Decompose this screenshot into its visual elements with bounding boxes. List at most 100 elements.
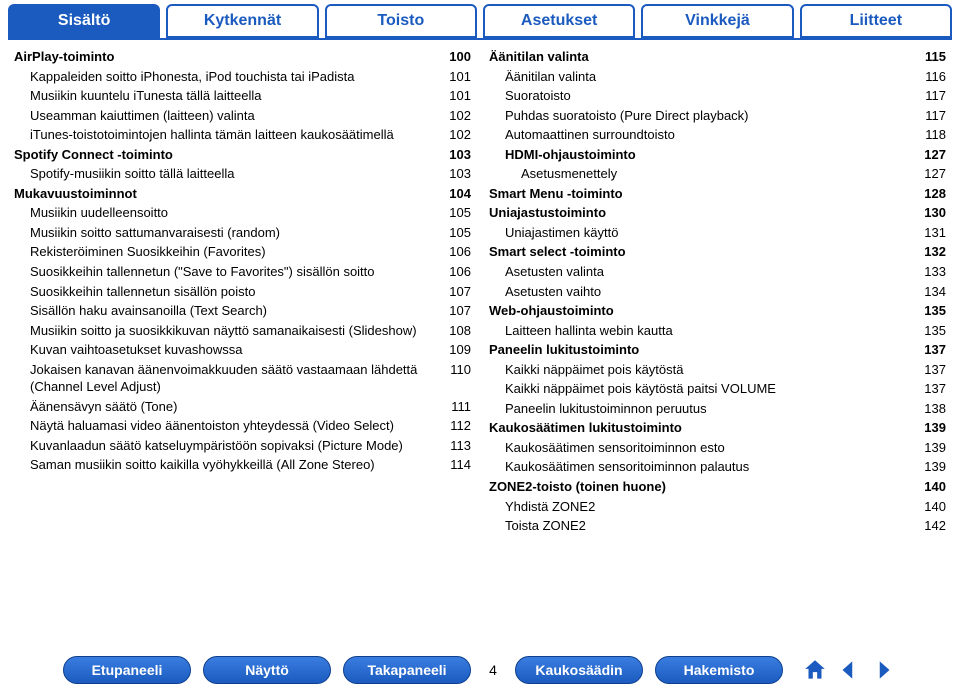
toc-row[interactable]: Toista ZONE2142 [489,517,946,535]
toc-label: Kaukosäätimen sensoritoiminnon palautus [489,458,759,476]
back-icon[interactable] [835,656,863,684]
toc-row[interactable]: Smart Menu -toiminto128 [489,185,946,203]
toc-row[interactable]: Uniajastustoiminto130 [489,204,946,222]
toc-label: Smart select -toiminto [489,243,636,261]
toc-label: Kuvan vaihtoasetukset kuvashowssa [14,341,252,359]
toc-page-number: 139 [912,419,946,437]
toc-page-number: 100 [437,48,471,66]
toc-row[interactable]: Puhdas suoratoisto (Pure Direct playback… [489,107,946,125]
toc-row[interactable]: Suoratoisto117 [489,87,946,105]
toc-page-number: 109 [437,341,471,359]
toc-row[interactable]: Asetusmenettely 127 [489,165,946,183]
toc-label: Musiikin kuuntelu iTunesta tällä laittee… [14,87,271,105]
toc-label: Yhdistä ZONE2 [489,498,605,516]
toc-row[interactable]: Äänitilan valinta116 [489,68,946,86]
nav-button-takapaneeli[interactable]: Takapaneeli [343,656,471,684]
toc-row[interactable]: Äänitilan valinta115 [489,48,946,66]
toc-row[interactable]: Rekisteröiminen Suosikkeihin (Favorites)… [14,243,471,261]
toc-page-number: 118 [912,126,946,144]
toc-row[interactable]: Asetusten vaihto134 [489,283,946,301]
toc-row[interactable]: Äänensävyn säätö (Tone)111 [14,398,471,416]
toc-page-number: 127 [912,165,946,183]
toc-row[interactable]: Paneelin lukitustoiminnon peruutus138 [489,400,946,418]
toc-row[interactable]: Paneelin lukitustoiminto 137 [489,341,946,359]
toc-label: Suosikkeihin tallennetun sisällön poisto [14,283,265,301]
toc-row[interactable]: Web-ohjaustoiminto135 [489,302,946,320]
toc-page-number: 134 [912,283,946,301]
toc-row[interactable]: Musiikin soitto ja suosikkikuvan näyttö … [14,322,471,340]
toc-row[interactable]: Kaikki näppäimet pois käytöstä137 [489,361,946,379]
toc-row[interactable]: Kaukosäätimen sensoritoiminnon palautus 1… [489,458,946,476]
toc-row[interactable]: Asetusten valinta133 [489,263,946,281]
toc-page-number: 107 [437,302,471,320]
toc-page-number: 139 [912,439,946,457]
toc-page-number: 101 [437,68,471,86]
toc-column-left: AirPlay-toiminto 100 Kappaleiden soitto iP… [14,48,471,537]
toc-row[interactable]: Useamman kaiuttimen (laitteen) valinta 10… [14,107,471,125]
tab-vinkkejä[interactable]: Vinkkejä [641,4,793,38]
toc-page-number: 102 [437,107,471,125]
toc-label: Asetusmenettely [489,165,627,183]
toc-row[interactable]: Kaukosäätimen lukitustoiminto139 [489,419,946,437]
toc-page-number: 140 [912,498,946,516]
toc-row[interactable]: Sisällön haku avainsanoilla (Text Search… [14,302,471,320]
nav-button-näyttö[interactable]: Näyttö [203,656,331,684]
toc-label: ZONE2-toisto (toinen huone) [489,478,676,496]
toc-row[interactable]: AirPlay-toiminto 100 [14,48,471,66]
toc-label: Automaattinen surroundtoisto [489,126,685,144]
toc-row[interactable]: Musiikin soitto sattumanvaraisesti (rand… [14,224,471,242]
toc-row[interactable]: Saman musiikin soitto kaikilla vyöhykkei… [14,456,471,474]
tab-kytkennät[interactable]: Kytkennät [166,4,318,38]
toc-row[interactable]: Näytä haluamasi video äänentoiston yhtey… [14,417,471,435]
nav-icon-row [801,656,897,684]
toc-label: Suosikkeihin tallennetun ("Save to Favor… [14,263,385,281]
toc-row[interactable]: Suosikkeihin tallennetun ("Save to Favor… [14,263,471,281]
toc-row[interactable]: Automaattinen surroundtoisto 118 [489,126,946,144]
toc-label: Kuvanlaadun säätö katseluympäristöön sop… [14,437,413,455]
toc-page-number: 137 [912,341,946,359]
toc-label: Musiikin soitto ja suosikkikuvan näyttö … [14,322,427,340]
tab-asetukset[interactable]: Asetukset [483,4,635,38]
toc-row[interactable]: Uniajastimen käyttö131 [489,224,946,242]
toc-page-number: 111 [437,398,471,416]
toc-page-number: 106 [437,243,471,261]
toc-label: HDMI-ohjaustoiminto [489,146,646,164]
toc-row[interactable]: ZONE2-toisto (toinen huone)140 [489,478,946,496]
toc-row[interactable]: Musiikin uudelleensoitto105 [14,204,471,222]
toc-label: Toista ZONE2 [489,517,596,535]
toc-row[interactable]: Jokaisen kanavan äänenvoimakkuuden säätö… [14,361,471,396]
toc-label: Musiikin soitto sattumanvaraisesti (rand… [14,224,290,242]
tab-liitteet[interactable]: Liitteet [800,4,952,38]
toc-row[interactable]: Suosikkeihin tallennetun sisällön poisto… [14,283,471,301]
toc-row[interactable]: iTunes-toistotoimintojen hallinta tämän … [14,126,471,144]
toc-row[interactable]: Spotify Connect -toiminto103 [14,146,471,164]
forward-icon[interactable] [869,656,897,684]
toc-row[interactable]: Kuvan vaihtoasetukset kuvashowssa 109 [14,341,471,359]
toc-label: Suoratoisto [489,87,581,105]
toc-row[interactable]: Kappaleiden soitto iPhonesta, iPod touch… [14,68,471,86]
nav-button-kaukosäädin[interactable]: Kaukosäädin [515,656,643,684]
home-icon[interactable] [801,656,829,684]
toc-row[interactable]: Smart select -toiminto132 [489,243,946,261]
toc-row[interactable]: Spotify-musiikin soitto tällä laitteella… [14,165,471,183]
toc-row[interactable]: Yhdistä ZONE2 140 [489,498,946,516]
toc-label: Useamman kaiuttimen (laitteen) valinta [14,107,265,125]
toc-row[interactable]: Kaukosäätimen sensoritoiminnon esto 139 [489,439,946,457]
toc-label: Paneelin lukitustoiminto [489,341,649,359]
toc-label: Spotify-musiikin soitto tällä laitteella [14,165,244,183]
toc-label: AirPlay-toiminto [14,48,124,66]
toc-label: Kaikki näppäimet pois käytöstä paitsi VO… [489,380,786,398]
toc-row[interactable]: Mukavuustoiminnot104 [14,185,471,203]
toc-page-number: 101 [437,87,471,105]
tab-sisältö[interactable]: Sisältö [8,4,160,38]
nav-button-etupaneeli[interactable]: Etupaneeli [63,656,191,684]
toc-row[interactable]: HDMI-ohjaustoiminto127 [489,146,946,164]
nav-button-hakemisto[interactable]: Hakemisto [655,656,783,684]
toc-row[interactable]: Kuvanlaadun säätö katseluympäristöön sop… [14,437,471,455]
toc-page-number: 139 [912,458,946,476]
toc-row[interactable]: Laitteen hallinta webin kautta135 [489,322,946,340]
tab-toisto[interactable]: Toisto [325,4,477,38]
toc-row[interactable]: Musiikin kuuntelu iTunesta tällä laittee… [14,87,471,105]
toc-label: Kaukosäätimen sensoritoiminnon esto [489,439,735,457]
toc-row[interactable]: Kaikki näppäimet pois käytöstä paitsi VO… [489,380,946,398]
